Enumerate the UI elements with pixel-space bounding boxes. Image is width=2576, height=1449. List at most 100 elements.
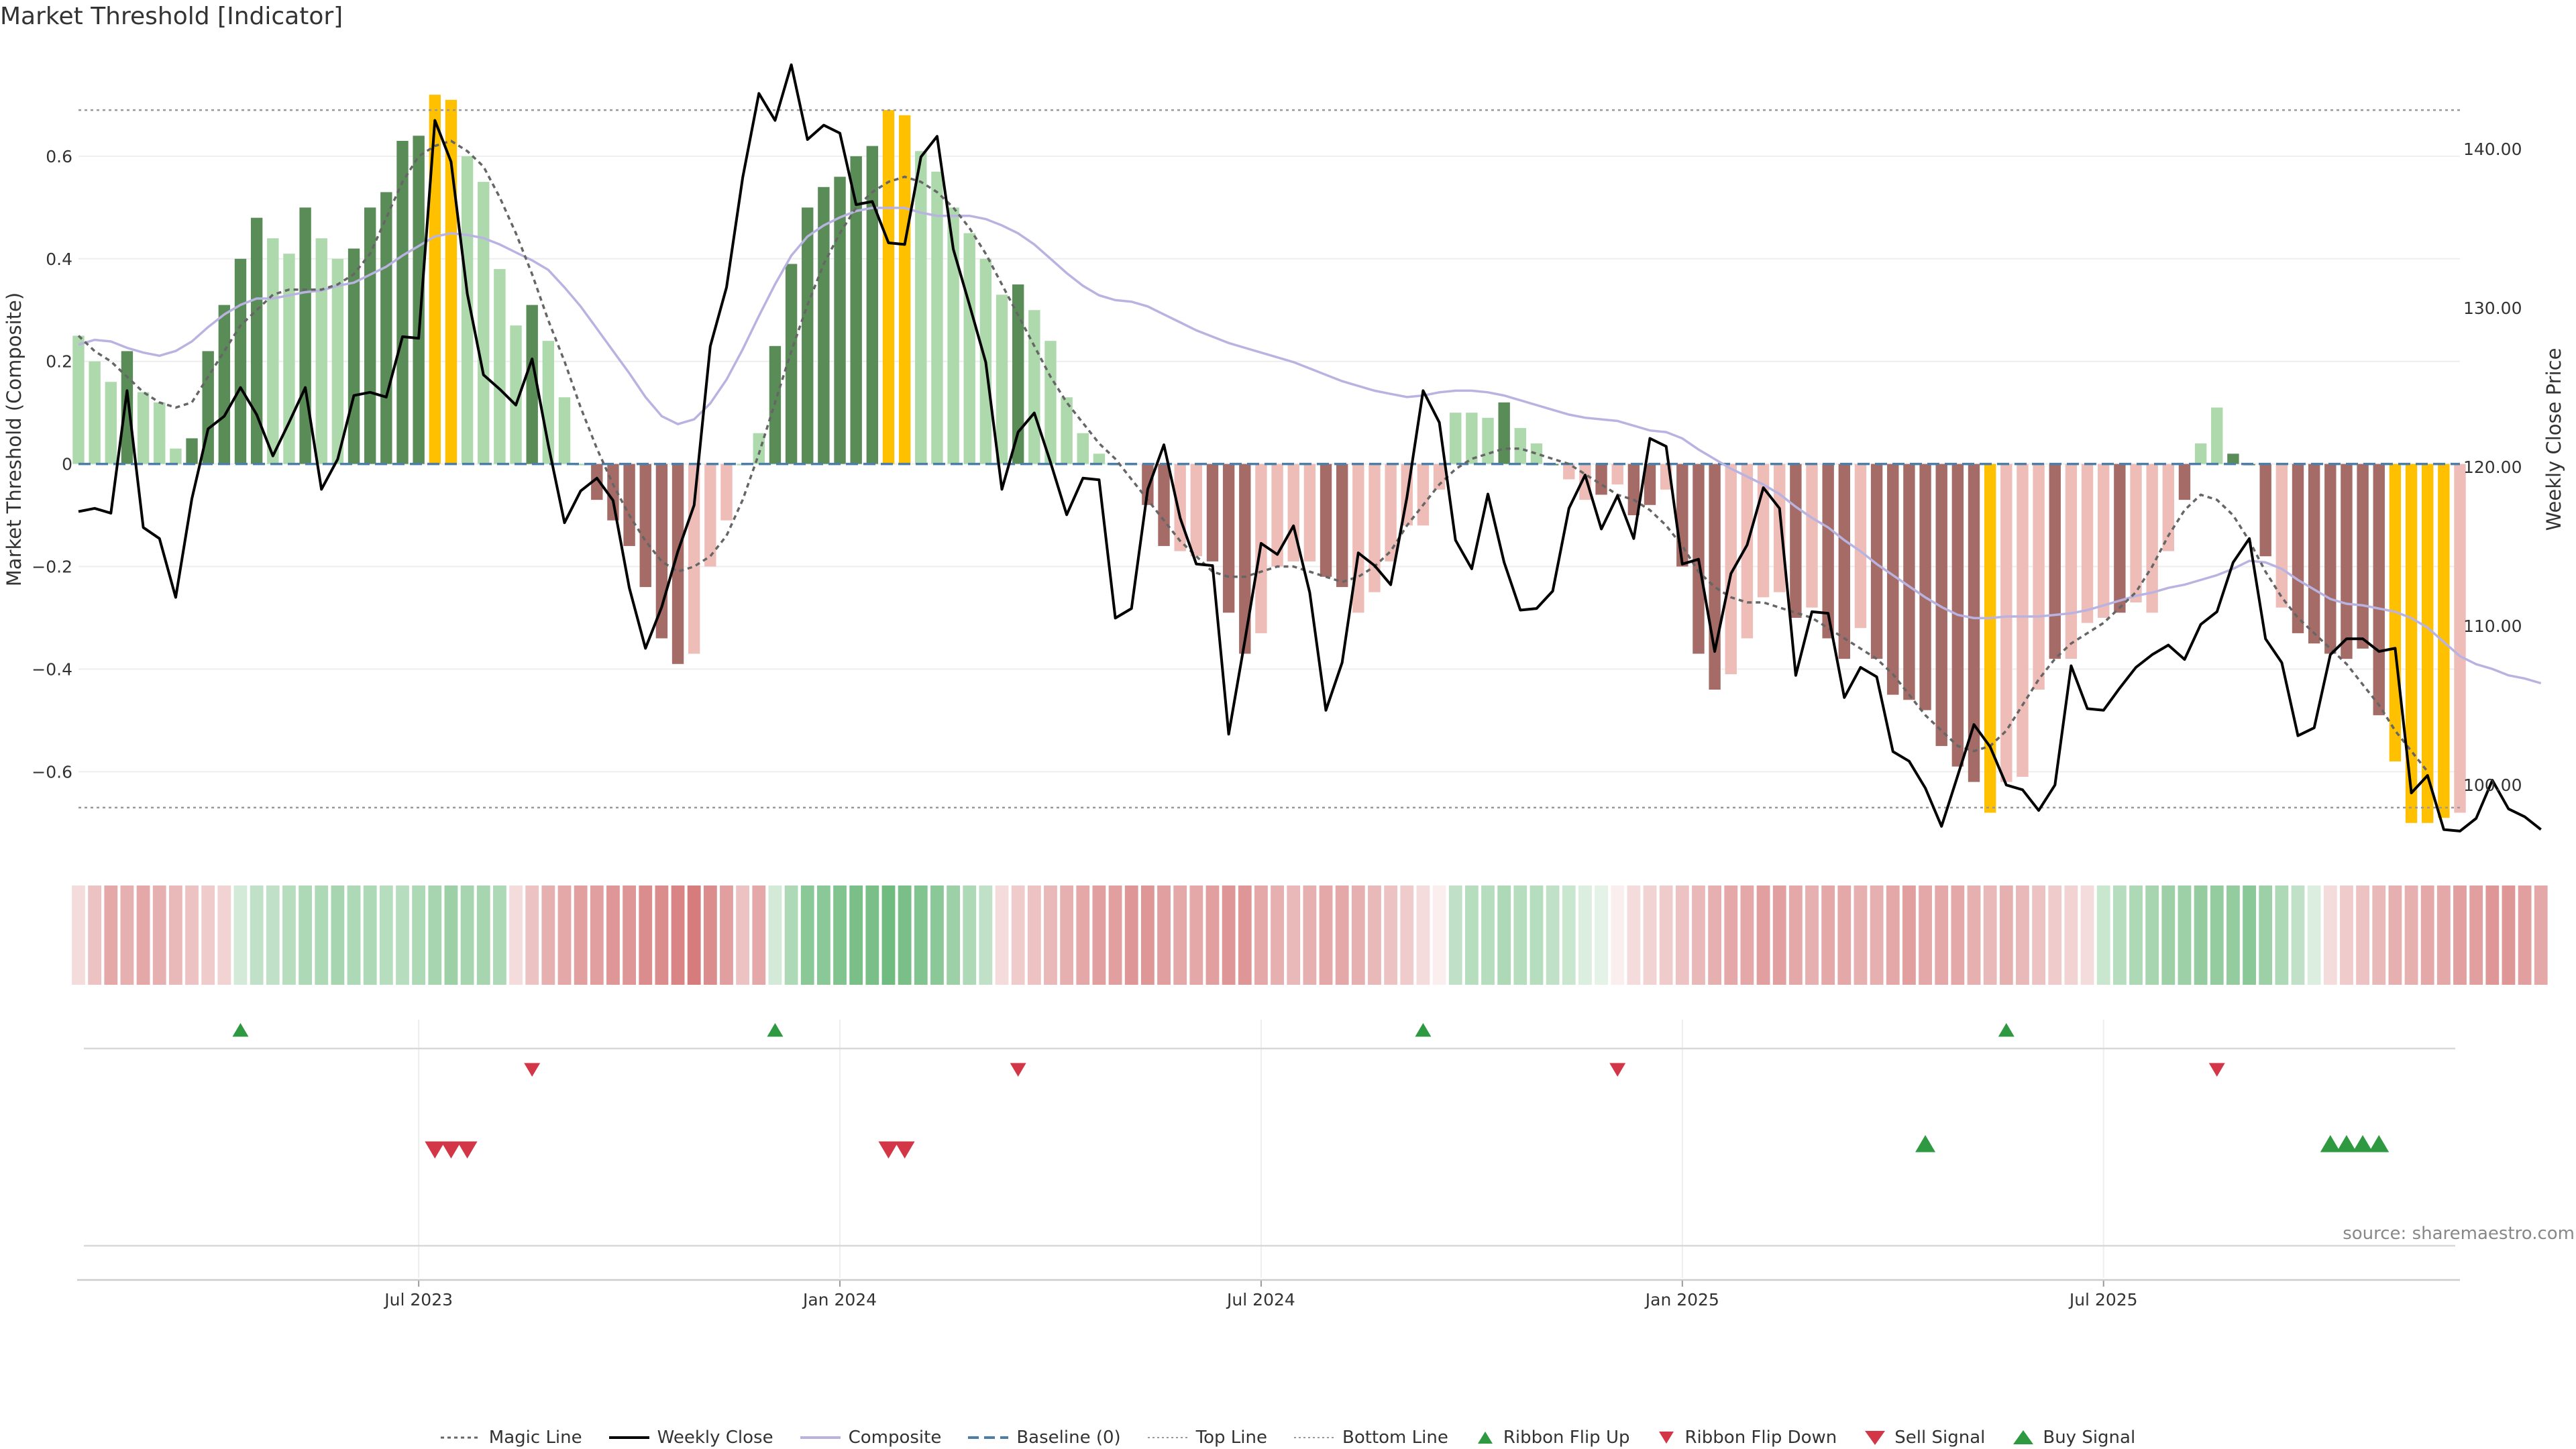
composite-bar [704, 464, 716, 567]
composite-bar [2373, 464, 2385, 716]
composite-bar [866, 146, 879, 464]
legend-label: Sell Signal [1894, 1428, 1986, 1448]
heatmap-cell [2518, 885, 2532, 985]
heatmap-cell [833, 885, 847, 985]
composite-bar [655, 464, 668, 639]
buy-signal-marker [2353, 1135, 2373, 1152]
legend-item-composite: Composite [800, 1428, 941, 1448]
heatmap-cell [525, 885, 539, 985]
heatmap-cell [1222, 885, 1236, 985]
composite-bar [1984, 464, 1996, 813]
composite-bar [1887, 464, 1899, 695]
legend-swatch-baseline [968, 1436, 1009, 1439]
composite-bar [947, 207, 959, 464]
source-note: source: sharemaestro.com [2343, 1224, 2575, 1244]
legend-item-ribbon-flip-up: Ribbon Flip Up [1475, 1428, 1629, 1448]
composite-bar [2033, 464, 2045, 690]
heatmap-cell [2340, 885, 2353, 985]
composite-bar [802, 207, 814, 464]
legend-swatch-top-line [1147, 1437, 1188, 1438]
heatmap-cell [1448, 885, 1462, 985]
heatmap-cell [428, 885, 442, 985]
composite-bar [591, 464, 603, 500]
weekly-close-line [78, 63, 2542, 833]
composite-bar [769, 345, 782, 464]
heatmap-cell [363, 885, 377, 985]
heatmap-cell [914, 885, 928, 985]
composite-bar [1336, 464, 1348, 588]
composite-bar [1514, 428, 1527, 464]
composite-line [78, 207, 2542, 685]
ribbon-flip-down-marker [2208, 1063, 2225, 1077]
composite-bar [72, 335, 85, 464]
composite-bar [1320, 464, 1332, 577]
heatmap-cell [2096, 885, 2110, 985]
composite-bar [2049, 464, 2061, 659]
composite-bar [1303, 464, 1316, 561]
heatmap-cell [995, 885, 1009, 985]
composite-bar [2357, 464, 2369, 649]
heatmap-cell [979, 885, 993, 985]
heatmap-cell [963, 885, 977, 985]
heatmap-cell [315, 885, 329, 985]
heatmap-cell [233, 885, 248, 985]
heatmap-cell [720, 885, 733, 985]
heatmap-cell [1108, 885, 1122, 985]
heatmap-cell [1821, 885, 1835, 985]
heatmap-cell [703, 885, 717, 985]
legend-swatch-bottom-line [1294, 1437, 1334, 1438]
composite-bar [2227, 453, 2239, 464]
composite-bar [1644, 464, 1656, 505]
composite-bar [1482, 417, 1494, 464]
heatmap-cell [898, 885, 912, 985]
heatmap-cell [2259, 885, 2273, 985]
heatmap-cell [379, 885, 393, 985]
heatmap-cell [1060, 885, 1074, 985]
series-lines [77, 63, 2542, 833]
composite-bar [1741, 464, 1754, 639]
sell-signal-marker [441, 1141, 462, 1159]
composite-bar [105, 382, 117, 464]
triangle-up-icon [2013, 1430, 2034, 1444]
heatmap-cell [1837, 885, 1851, 985]
composite-bar [2275, 464, 2288, 608]
composite-bar [2178, 464, 2191, 500]
composite-bar [331, 258, 344, 464]
heatmap-cell [152, 885, 166, 985]
composite-bar [1870, 464, 1883, 659]
heatmap-cell [1157, 885, 1171, 985]
composite-bar [1968, 464, 1980, 782]
heatmap-cell [1772, 885, 1786, 985]
legend-item-weekly-close: Weekly Close [608, 1428, 773, 1448]
ribbon-flip-up-marker [1415, 1023, 1432, 1037]
heatmap-cell [2210, 885, 2224, 985]
composite-bar [720, 464, 733, 521]
composite-bar [1563, 464, 1575, 480]
heatmap-cell [2388, 885, 2402, 985]
axes: 0.6 0.4 0.2 0 −0.2 −0.4 −0.6 140.00 130.00 120.00… [32, 140, 2522, 1309]
legend-label: Buy Signal [2043, 1428, 2136, 1448]
magic-line [77, 140, 2429, 773]
composite-bar [753, 433, 765, 464]
buy-signal-marker [2336, 1135, 2357, 1152]
composite-bar [1077, 433, 1089, 464]
heatmap-cell [1578, 885, 1592, 985]
heatmap-cell [1919, 885, 1932, 985]
x-tick-label: Jan 2024 [802, 1290, 877, 1309]
heatmap-cell [1627, 885, 1641, 985]
sell-signal-marker [425, 1141, 445, 1159]
heatmap-cell [1675, 885, 1689, 985]
composite-bar [234, 258, 247, 464]
composite-bar [2146, 464, 2158, 613]
heatmap-cell [1611, 885, 1625, 985]
heatmap-cell [2502, 885, 2516, 985]
composite-bar [1935, 464, 1947, 747]
heatmap-cell [2226, 885, 2240, 985]
heatmap-cell [1254, 885, 1268, 985]
heatmap-cell [1076, 885, 1090, 985]
heatmap-cell [1335, 885, 1349, 985]
heatmap-cell [671, 885, 685, 985]
x-tick-label: Jul 2024 [1226, 1290, 1295, 1309]
heatmap-cell [2534, 885, 2548, 985]
